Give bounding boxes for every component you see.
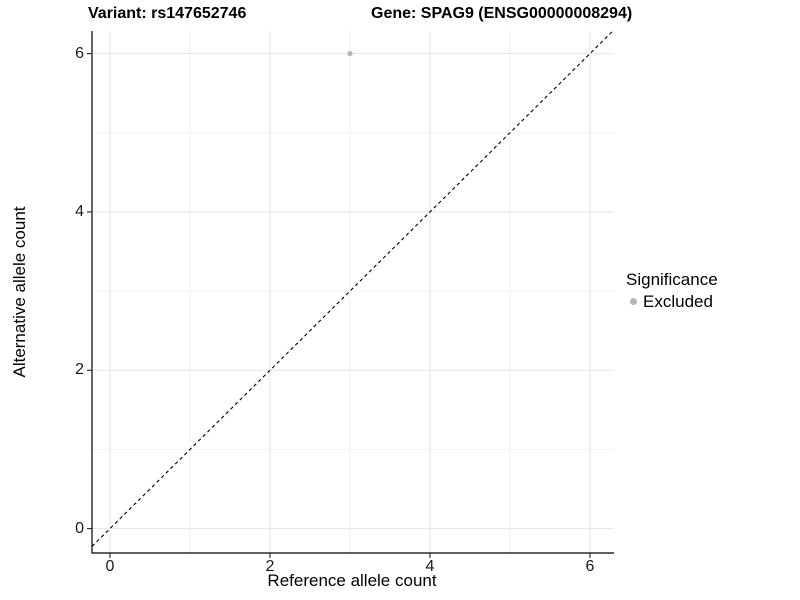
- y-tick-label: 4: [75, 202, 84, 220]
- data-point: [347, 50, 353, 57]
- y-tick-label: 2: [75, 361, 84, 379]
- plot-title-variant: Variant: rs147652746: [88, 5, 247, 22]
- plot-title-gene: Gene: SPAG9 (ENSG00000008294): [371, 5, 633, 22]
- y-tick-label: 0: [75, 519, 84, 537]
- x-axis-label: Reference allele count: [267, 571, 437, 590]
- x-tick-label: 6: [585, 558, 595, 575]
- legend-item: Excluded: [626, 291, 718, 312]
- identity-line: [91, 30, 614, 547]
- legend-item-label: Excluded: [643, 292, 713, 311]
- legend-items: Excluded: [626, 291, 718, 312]
- x-tick-label: 4: [425, 558, 435, 575]
- y-tick-label: 6: [75, 44, 84, 62]
- legend: Significance Excluded: [626, 269, 718, 312]
- x-tick-label: 0: [105, 558, 115, 575]
- y-axis-label: Alternative allele count: [10, 206, 29, 378]
- x-tick-label: 2: [265, 558, 275, 575]
- legend-title: Significance: [626, 270, 718, 289]
- legend-key-dot-icon: [630, 298, 637, 305]
